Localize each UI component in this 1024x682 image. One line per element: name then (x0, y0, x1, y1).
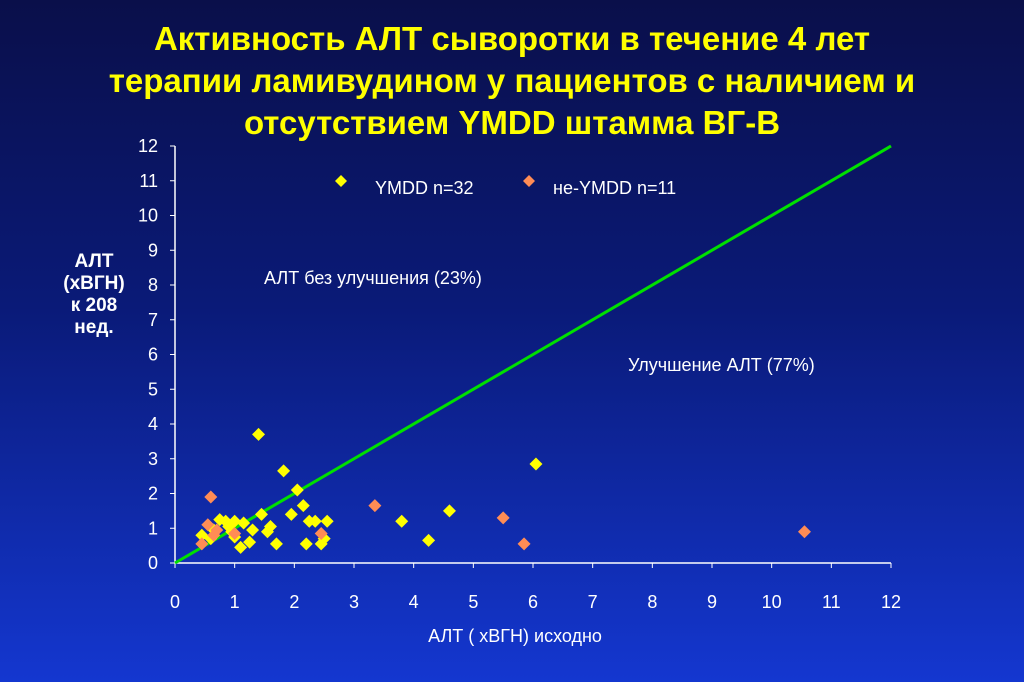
y-tick-label: 11 (139, 171, 158, 191)
y-tick-label: 12 (138, 136, 158, 156)
ymdd-point (269, 537, 283, 551)
legend-marker-non-ymdd (523, 175, 535, 187)
x-tick-label: 1 (230, 592, 240, 612)
ymdd-point (422, 533, 436, 547)
ymdd-point (243, 535, 257, 549)
ymdd-point (252, 427, 266, 441)
non-ymdd-point (517, 537, 531, 551)
non-ymdd-point (210, 523, 224, 537)
y-tick-label: 1 (148, 518, 158, 538)
ymdd-point (277, 464, 291, 478)
y-tick-label: 3 (148, 449, 158, 469)
annotation-no-improvement: АЛТ без улучшения (23%) (264, 268, 482, 288)
y-axis-label-line-4: нед. (74, 317, 114, 338)
ymdd-point (299, 537, 313, 551)
x-tick-label: 8 (647, 592, 657, 612)
ymdd-point (255, 507, 269, 521)
ymdd-point (442, 504, 456, 518)
legend-marker-ymdd (335, 175, 347, 187)
annotation-improvement: Улучшение АЛТ (77%) (628, 355, 815, 375)
non-ymdd-point (368, 499, 382, 513)
title-line-2: терапии ламивудином у пациентов с наличи… (108, 62, 916, 99)
legend-label-ymdd: YMDD n=32 (375, 178, 474, 198)
y-tick-label: 8 (148, 275, 158, 295)
x-tick-label: 2 (289, 592, 299, 612)
chart-legend: YMDD n=32 не-YMDD n=11 (335, 175, 676, 198)
non-ymdd-point (195, 537, 209, 551)
ymdd-point (228, 514, 242, 528)
non-ymdd-point (201, 518, 215, 532)
ymdd-point (320, 514, 334, 528)
y-tick-label: 5 (148, 379, 158, 399)
x-tick-label: 10 (762, 592, 782, 612)
x-tick-label: 12 (881, 592, 901, 612)
title-line-1: Активность АЛТ сыворотки в течение 4 лет (153, 20, 871, 57)
x-tick-label: 7 (588, 592, 598, 612)
ymdd-point (395, 514, 409, 528)
ymdd-point (290, 483, 304, 497)
non-ymdd-point (204, 490, 218, 504)
y-tick-label: 10 (138, 206, 158, 226)
x-tick-label: 11 (822, 592, 841, 612)
y-tick-label: 7 (148, 310, 158, 330)
y-tick-label: 0 (148, 553, 158, 573)
ymdd-point (237, 516, 251, 530)
non-ymdd-point (797, 525, 811, 539)
non-ymdd-point (228, 526, 242, 540)
x-tick-label: 6 (528, 592, 538, 612)
slide-title: Активность АЛТ сыворотки в течение 4 лет… (40, 18, 984, 144)
ymdd-point (234, 540, 248, 554)
ymdd-point (296, 499, 310, 513)
y-axis-label-line-3: к 208 (70, 295, 118, 316)
ymdd-point (308, 514, 322, 528)
non-ymdd-point (496, 511, 510, 525)
y-axis-label-line-1: АЛТ (74, 251, 114, 272)
ymdd-point (529, 457, 543, 471)
ymdd-point (284, 507, 298, 521)
ymdd-point (246, 523, 260, 537)
y-tick-label: 6 (148, 345, 158, 365)
y-axis-label-line-2: (хВГН) (63, 273, 125, 294)
data-points (195, 427, 811, 554)
non-ymdd-point (314, 526, 328, 540)
x-tick-label: 9 (707, 592, 717, 612)
y-axis-label: АЛТ (хВГН) к 208 нед. (44, 251, 144, 339)
x-tick-label: 0 (170, 592, 180, 612)
x-tick-label: 3 (349, 592, 359, 612)
y-tick-label: 4 (148, 414, 158, 434)
ymdd-point (263, 520, 277, 534)
x-axis-label: АЛТ ( хВГН) исходно (428, 626, 602, 646)
title-line-3: отсутствием YMDD штамма ВГ-В (243, 104, 781, 141)
x-tick-label: 5 (468, 592, 478, 612)
y-tick-label: 9 (148, 240, 158, 260)
y-tick-label: 2 (148, 484, 158, 504)
legend-label-non-ymdd: не-YMDD n=11 (553, 178, 676, 198)
x-tick-label: 4 (409, 592, 419, 612)
